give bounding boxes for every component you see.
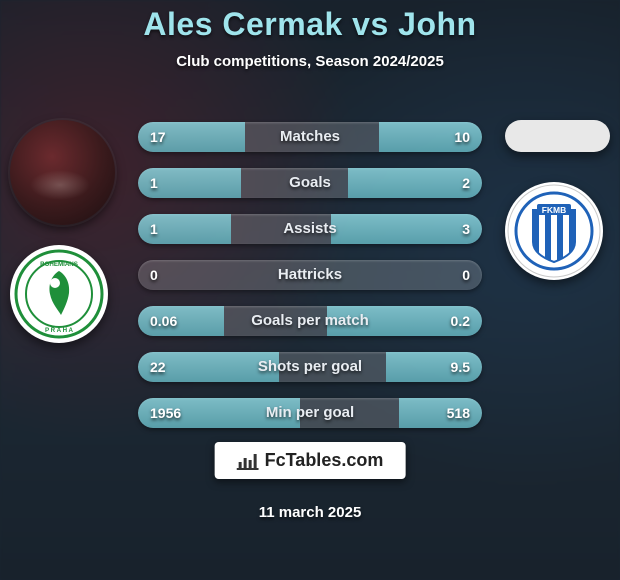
date-text: 11 march 2025 — [0, 504, 620, 521]
svg-text:FKMB: FKMB — [542, 205, 567, 215]
brand-badge[interactable]: FcTables.com — [215, 442, 406, 479]
svg-text:P R A H A: P R A H A — [45, 327, 74, 334]
fkmb-logo-icon: FKMB — [507, 184, 601, 278]
stat-label: Goals — [138, 168, 482, 198]
svg-text:BOHEMIANS: BOHEMIANS — [40, 261, 78, 268]
stat-label: Shots per goal — [138, 352, 482, 382]
stat-label: Min per goal — [138, 398, 482, 428]
player-right-avatar-placeholder — [505, 120, 610, 152]
stat-row: 0.060.2Goals per match — [138, 306, 482, 336]
chart-icon — [237, 452, 259, 470]
stat-label: Matches — [138, 122, 482, 152]
stat-label: Goals per match — [138, 306, 482, 336]
player-right-club-badge: FKMB — [505, 182, 603, 280]
player-left-avatar — [10, 120, 115, 225]
stat-row: 1710Matches — [138, 122, 482, 152]
page-subtitle: Club competitions, Season 2024/2025 — [0, 53, 620, 70]
stat-label: Assists — [138, 214, 482, 244]
stat-row: 1956518Min per goal — [138, 398, 482, 428]
stat-row: 13Assists — [138, 214, 482, 244]
stat-row: 229.5Shots per goal — [138, 352, 482, 382]
jersey-detail — [30, 170, 90, 200]
content-root: Ales Cermak vs John Club competitions, S… — [0, 0, 620, 580]
stat-row: 12Goals — [138, 168, 482, 198]
player-left-club-badge: BOHEMIANS P R A H A — [10, 245, 108, 343]
bohemians-logo-icon: BOHEMIANS P R A H A — [14, 249, 104, 339]
page-title: Ales Cermak vs John — [0, 6, 620, 43]
stat-label: Hattricks — [138, 260, 482, 290]
left-column: BOHEMIANS P R A H A — [10, 120, 115, 343]
stats-table: 1710Matches 12Goals 13Assists 00Hattricks 0.… — [138, 122, 482, 444]
right-column: FKMB — [505, 120, 610, 280]
stat-row: 00Hattricks — [138, 260, 482, 290]
brand-text: FcTables.com — [265, 450, 384, 471]
